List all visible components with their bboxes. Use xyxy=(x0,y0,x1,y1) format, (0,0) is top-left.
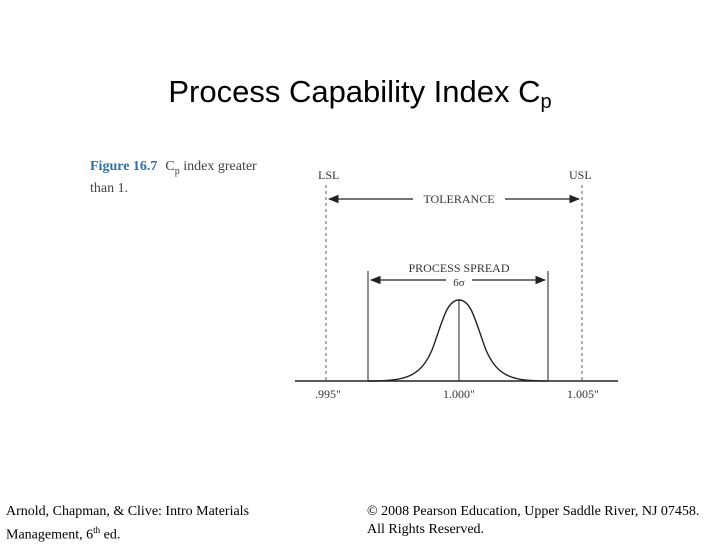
footer-left-line2-b: ed. xyxy=(100,527,121,543)
footer-left-line1: Arnold, Chapman, & Clive: Intro Material… xyxy=(6,504,250,519)
caption-text-a: C xyxy=(165,159,175,174)
footer-right-line1: © 2008 Pearson Education, Upper Saddle R… xyxy=(367,504,700,519)
footer-left-line2-a: Management, 6 xyxy=(6,527,94,543)
footer-right-line2: All Rights Reserved. xyxy=(367,522,485,537)
tolerance-label: TOLERANCE xyxy=(423,192,494,206)
figure-caption: Figure 16.7 Cp index greater than 1. xyxy=(90,158,280,197)
tick-label-right: 1.005" xyxy=(567,387,599,401)
usl-label: USL xyxy=(569,168,592,182)
footer-citation: Arnold, Chapman, & Clive: Intro Material… xyxy=(6,503,306,545)
caption-text-b: index greater than 1. xyxy=(90,159,257,196)
tick-label-center: 1.000" xyxy=(443,387,475,401)
process-spread-label: PROCESS SPREAD xyxy=(408,261,509,275)
slide-title: Process Capability Index Cp xyxy=(0,74,720,114)
footer-copyright: © 2008 Pearson Education, Upper Saddle R… xyxy=(367,503,717,539)
footer-left-line2: Management, 6th ed. xyxy=(6,521,306,545)
normal-curve xyxy=(367,299,549,382)
figure-label: Figure 16.7 xyxy=(90,159,158,174)
slide-title-subscript: p xyxy=(540,91,552,113)
slide-title-text: Process Capability Index C xyxy=(168,74,541,109)
tick-label-left: .995" xyxy=(315,387,341,401)
lsl-label: LSL xyxy=(318,168,339,182)
sigma-label: 6σ xyxy=(453,277,465,289)
caption-text-sub: p xyxy=(174,165,180,177)
footer-left-line2-sup: th xyxy=(93,525,101,535)
